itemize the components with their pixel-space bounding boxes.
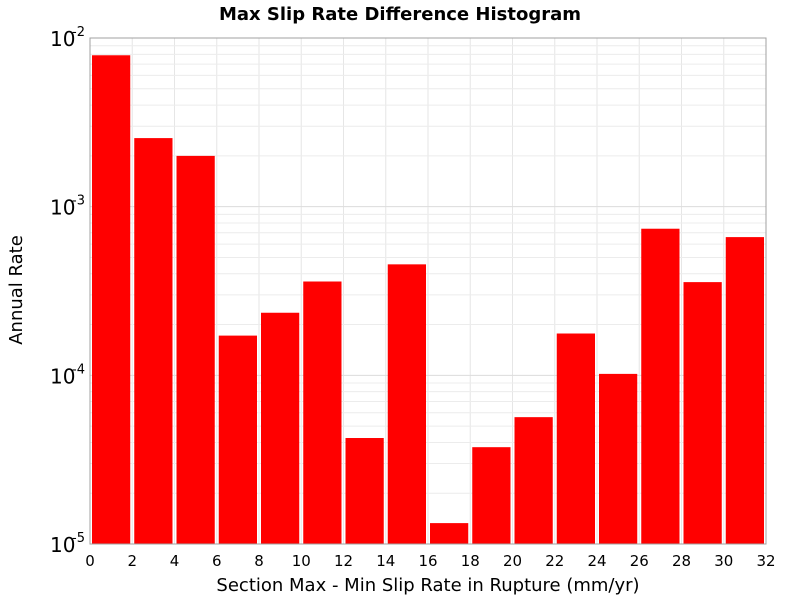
x-tick-label: 12 bbox=[334, 552, 353, 570]
bar bbox=[683, 282, 722, 544]
bar bbox=[261, 312, 300, 544]
bar bbox=[387, 264, 426, 544]
bar bbox=[134, 138, 173, 544]
bar bbox=[92, 55, 131, 544]
x-tick-label: 14 bbox=[376, 552, 395, 570]
x-tick-label: 2 bbox=[127, 552, 137, 570]
y-tick-labels: 10-510-410-310-2 bbox=[50, 25, 85, 557]
x-tick-label: 28 bbox=[672, 552, 691, 570]
bar bbox=[556, 333, 595, 544]
y-tick-label-exponent: -5 bbox=[72, 531, 85, 546]
y-axis-label: Annual Rate bbox=[6, 235, 27, 345]
y-tick-label-exponent: -3 bbox=[72, 194, 85, 209]
y-tick-label-base: 10 bbox=[50, 364, 75, 388]
x-tick-label: 10 bbox=[292, 552, 311, 570]
y-tick-label-exponent: -2 bbox=[72, 25, 85, 40]
x-tick-label: 16 bbox=[418, 552, 437, 570]
chart-title: Max Slip Rate Difference Histogram bbox=[219, 4, 581, 25]
x-axis-label: Section Max - Min Slip Rate in Rupture (… bbox=[216, 575, 639, 596]
bar bbox=[599, 373, 638, 544]
bar bbox=[176, 155, 215, 544]
bar bbox=[303, 281, 342, 544]
bar bbox=[641, 228, 680, 545]
x-tick-label: 6 bbox=[212, 552, 222, 570]
x-tick-label: 24 bbox=[587, 552, 606, 570]
bar bbox=[430, 523, 469, 544]
x-tick-label: 22 bbox=[545, 552, 564, 570]
x-tick-label: 4 bbox=[170, 552, 180, 570]
bar bbox=[725, 237, 764, 545]
x-tick-label: 30 bbox=[714, 552, 733, 570]
x-tick-label: 18 bbox=[461, 552, 480, 570]
y-tick-label-exponent: -4 bbox=[72, 362, 85, 377]
bar bbox=[514, 417, 553, 544]
x-tick-label: 20 bbox=[503, 552, 522, 570]
bar bbox=[345, 438, 384, 544]
x-tick-label: 0 bbox=[85, 552, 95, 570]
plot-area bbox=[89, 37, 767, 545]
bars bbox=[92, 55, 764, 545]
bar bbox=[472, 447, 511, 544]
x-tick-label: 26 bbox=[630, 552, 649, 570]
x-tick-label: 8 bbox=[254, 552, 264, 570]
y-tick-label-base: 10 bbox=[50, 196, 75, 220]
y-tick-label-base: 10 bbox=[50, 27, 75, 51]
x-tick-label: 32 bbox=[756, 552, 775, 570]
bar bbox=[218, 335, 257, 544]
y-tick-label-base: 10 bbox=[50, 533, 75, 557]
x-tick-labels: 0 2 4 6 8 10 12 14 16 18 20 22 24 26 28 30 32 bbox=[85, 552, 775, 570]
